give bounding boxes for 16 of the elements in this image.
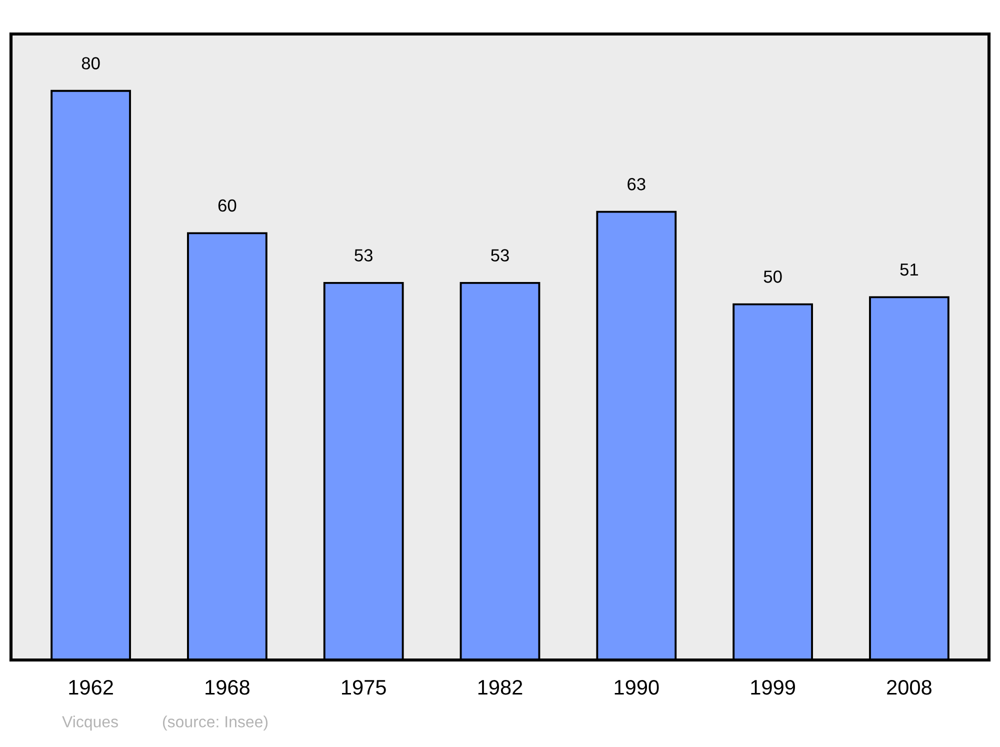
- x-tick-label: 2008: [887, 680, 932, 695]
- data-label: 51: [900, 264, 918, 276]
- x-tick-label: 1968: [206, 680, 250, 695]
- x-tick-label: 1999: [751, 680, 795, 695]
- x-tick-label: 1982: [478, 680, 522, 695]
- data-label: 53: [491, 249, 509, 262]
- data-label: 60: [218, 199, 236, 212]
- data-label: 63: [628, 178, 646, 190]
- x-tick-label: 1975: [342, 680, 386, 695]
- text: (source: Insee): [162, 716, 268, 731]
- data-label: 53: [354, 249, 372, 262]
- x-tick-label: 1990: [614, 680, 659, 695]
- x-tick-label: 1962: [69, 680, 113, 695]
- data-label: 50: [764, 270, 782, 283]
- data-label: 80: [82, 57, 100, 70]
- text: Vicques: [62, 716, 118, 731]
